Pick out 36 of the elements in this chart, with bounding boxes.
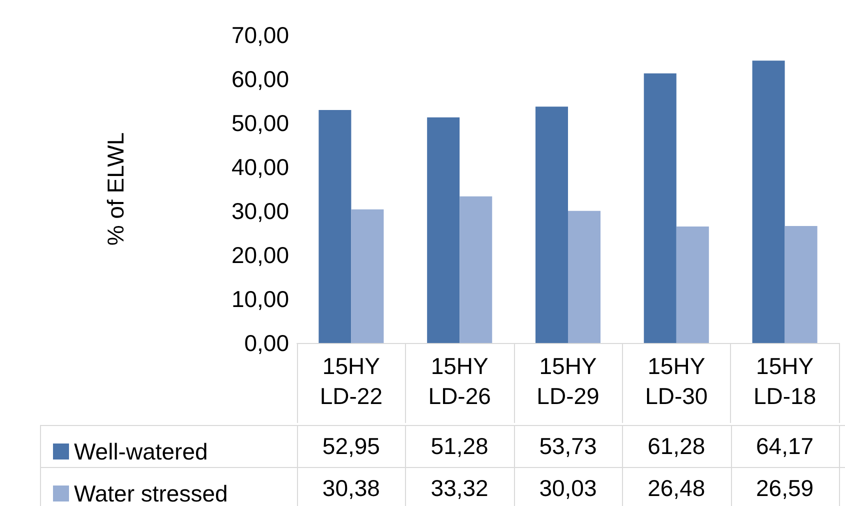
legend-label: Water stressed (74, 480, 228, 506)
y-tick-label: 20,00 (231, 242, 289, 268)
y-axis-title: % of ELWL (102, 132, 128, 246)
y-tick-label: 40,00 (231, 154, 289, 180)
data-label: 53,73 (538, 432, 598, 461)
bar (351, 209, 384, 343)
legend-label: Well-watered (74, 438, 208, 464)
y-tick-label: 10,00 (231, 286, 289, 312)
x-tick-label: 15HY LD-30 (645, 353, 708, 409)
data-label: 64,17 (755, 432, 815, 461)
bar (460, 196, 492, 343)
bar (568, 210, 601, 343)
x-tick-label: 15HY LD-26 (428, 353, 491, 409)
data-label: 26,48 (646, 474, 706, 503)
data-label: 30,03 (538, 474, 598, 503)
bar (427, 117, 460, 343)
x-tick-label: 15HY LD-29 (536, 353, 600, 409)
y-tick-label: 70,00 (231, 22, 289, 48)
y-tick-label: 60,00 (231, 66, 289, 92)
bar (676, 226, 709, 343)
y-tick-label: 30,00 (231, 198, 289, 224)
x-tick-label: 15HY LD-18 (753, 353, 816, 409)
y-tick-label: 50,00 (231, 110, 289, 136)
bar (535, 106, 568, 343)
bar (318, 110, 352, 343)
x-tick-label: 15HY LD-22 (320, 353, 383, 409)
data-label: 33,32 (430, 474, 490, 503)
bar (784, 226, 818, 343)
data-label: 26,59 (755, 474, 815, 503)
bar (644, 73, 676, 343)
data-label: 51,28 (430, 432, 490, 461)
y-tick-label: 0,00 (244, 330, 289, 356)
data-label: 52,95 (321, 432, 381, 461)
bar (752, 60, 785, 343)
data-label: 61,28 (646, 432, 706, 461)
data-label: 30,38 (321, 474, 381, 503)
